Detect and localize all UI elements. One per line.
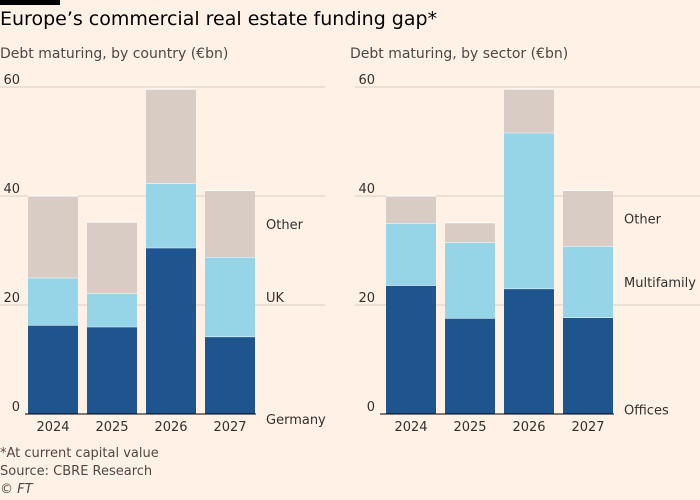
legend-label-germany: Germany [266,413,326,428]
x-tick-label: 2027 [571,420,604,435]
bar-segment-other [386,196,436,224]
bar-segment-other [504,89,554,133]
bar-segment-other [563,190,613,247]
y-tick-label: 60 [358,73,375,88]
y-tick-label: 0 [12,400,20,415]
bar-segment-germany [28,325,78,414]
legend-label-multifamily: Multifamily [624,276,696,291]
bar-segment-multifamily [445,242,495,319]
bar-segment-germany [87,326,137,414]
bar-segment-offices [386,285,436,414]
subtitle-by-country: Debt maturing, by country (€bn) [0,46,229,62]
bar-segment-uk [146,183,196,248]
ft-brand-bar [0,0,60,5]
y-tick-label: 0 [367,400,375,415]
bar-segment-other [445,222,495,243]
x-tick-label: 2026 [512,420,545,435]
bar-segment-offices [504,288,554,414]
source-note: Source: CBRE Research [0,464,153,479]
footnote: *At current capital value [0,446,159,461]
bar-segment-uk [28,277,78,326]
bar-segment-multifamily [504,132,554,289]
y-tick-label: 20 [3,291,20,306]
chart-title: Europe’s commercial real estate funding … [0,8,438,30]
bar-segment-uk [205,257,255,337]
bar-segment-other [28,196,78,278]
bar-segment-uk [87,293,137,327]
copyright: © FT [0,482,33,497]
y-tick-label: 40 [3,182,20,197]
bar-segment-germany [205,336,255,414]
y-tick-label: 40 [358,182,375,197]
x-tick-label: 2025 [453,420,486,435]
subtitle-by-sector: Debt maturing, by sector (€bn) [350,46,569,62]
bar-segment-other [87,222,137,294]
legend-label-offices: Offices [624,403,669,418]
x-tick-label: 2024 [36,420,69,435]
legend-label-uk: UK [266,291,285,306]
legend-label-other: Other [266,218,304,233]
x-tick-label: 2027 [213,420,246,435]
x-tick-label: 2024 [394,420,427,435]
bar-segment-multifamily [563,246,613,318]
y-tick-label: 20 [358,291,375,306]
bar-segment-offices [563,317,613,414]
legend-label-other: Other [624,212,662,227]
bar-segment-multifamily [386,223,436,286]
x-tick-label: 2026 [154,420,187,435]
x-tick-label: 2025 [95,420,128,435]
bar-segment-germany [146,247,196,414]
bar-segment-other [205,190,255,258]
y-tick-label: 60 [3,73,20,88]
bar-segment-other [146,89,196,184]
bar-segment-offices [445,318,495,414]
stacked-bar-charts: 0 20 40 60 2024 2025 2026 2027 Germany UK Other 0 20… [0,73,700,435]
